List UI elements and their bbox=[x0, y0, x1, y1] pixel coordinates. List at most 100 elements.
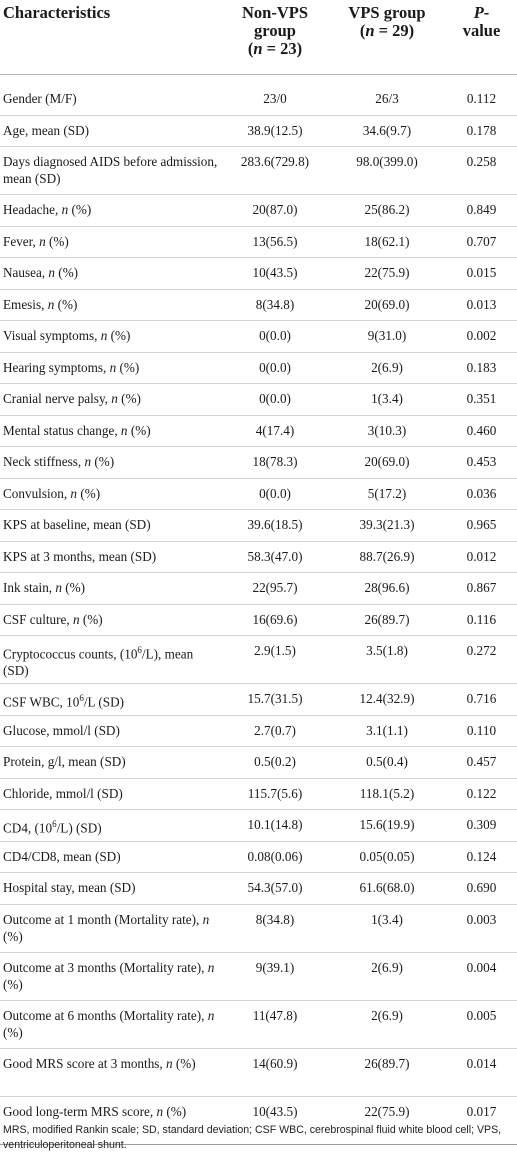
row-p-value: 0.110 bbox=[446, 715, 517, 747]
row-vps-value: 26(89.7) bbox=[328, 604, 446, 636]
row-characteristic: Visual symptoms, n (%) bbox=[0, 320, 222, 353]
row-non-vps-value: 11(47.8) bbox=[222, 1000, 328, 1049]
row-characteristic: Fever, n (%) bbox=[0, 226, 222, 258]
row-characteristic: KPS at baseline, mean (SD) bbox=[0, 509, 222, 542]
row-p-value: 0.124 bbox=[446, 841, 517, 873]
row-p-value: 0.003 bbox=[446, 904, 517, 953]
table-row: Glucose, mmol/l (SD) 2.7(0.7) 3.1(1.1) 0.11… bbox=[0, 715, 517, 747]
row-p-value: 0.460 bbox=[446, 415, 517, 447]
row-characteristic: CSF culture, n (%) bbox=[0, 604, 222, 636]
row-p-value: 0.012 bbox=[446, 541, 517, 573]
table-row: Chloride, mmol/l (SD) 115.7(5.6) 118.1(5.2… bbox=[0, 778, 517, 810]
row-vps-value: 22(75.9) bbox=[328, 257, 446, 290]
row-p-value: 0.457 bbox=[446, 746, 517, 779]
row-vps-value: 25(86.2) bbox=[328, 194, 446, 227]
row-vps-value: 0.05(0.05) bbox=[328, 841, 446, 873]
row-non-vps-value: 20(87.0) bbox=[222, 194, 328, 227]
header-non-vps-group: Non-VPS group (n = 23) bbox=[222, 0, 328, 75]
row-p-value: 0.258 bbox=[446, 146, 517, 195]
table-row: CSF culture, n (%) 16(69.6) 26(89.7) 0.116 bbox=[0, 604, 517, 636]
table-row: Convulsion, n (%) 0(0.0) 5(17.2) 0.036 bbox=[0, 478, 517, 510]
row-non-vps-value: 23/0 bbox=[222, 83, 328, 116]
row-vps-value: 3.1(1.1) bbox=[328, 715, 446, 747]
row-vps-value: 1(3.4) bbox=[328, 383, 446, 416]
row-vps-value: 12.4(32.9) bbox=[328, 683, 446, 716]
row-vps-value: 34.6(9.7) bbox=[328, 115, 446, 147]
row-non-vps-value: 283.6(729.8) bbox=[222, 146, 328, 195]
row-characteristic: Outcome at 6 months (Mortality rate), n … bbox=[0, 1000, 222, 1049]
row-non-vps-value: 0(0.0) bbox=[222, 352, 328, 384]
table-row: Protein, g/l, mean (SD) 0.5(0.2) 0.5(0.4) 0… bbox=[0, 746, 517, 779]
table-row: Fever, n (%) 13(56.5) 18(62.1) 0.707 bbox=[0, 226, 517, 258]
table-row: Age, mean (SD) 38.9(12.5) 34.6(9.7) 0.178 bbox=[0, 115, 517, 147]
row-non-vps-value: 0(0.0) bbox=[222, 478, 328, 510]
row-characteristic: Cranial nerve palsy, n (%) bbox=[0, 383, 222, 416]
row-p-value: 0.716 bbox=[446, 683, 517, 716]
row-vps-value: 1(3.4) bbox=[328, 904, 446, 953]
row-non-vps-value: 0.5(0.2) bbox=[222, 746, 328, 779]
row-characteristic: Glucose, mmol/l (SD) bbox=[0, 715, 222, 747]
row-characteristic: Neck stiffness, n (%) bbox=[0, 446, 222, 479]
row-characteristic: CSF WBC, 106/L (SD) bbox=[0, 683, 222, 716]
row-characteristic: CD4/CD8, mean (SD) bbox=[0, 841, 222, 873]
row-characteristic: Cryptococcus counts, (106/L), mean (SD) bbox=[0, 635, 222, 684]
row-p-value: 0.351 bbox=[446, 383, 517, 416]
row-characteristic: Gender (M/F) bbox=[0, 83, 222, 116]
header-characteristics: Characteristics bbox=[0, 0, 222, 75]
row-p-value: 0.690 bbox=[446, 872, 517, 905]
table-row: Outcome at 1 month (Mortality rate), n (… bbox=[0, 904, 517, 953]
row-vps-value: 88.7(26.9) bbox=[328, 541, 446, 573]
table-row: Cranial nerve palsy, n (%) 0(0.0) 1(3.4) 0.… bbox=[0, 383, 517, 416]
row-p-value: 0.453 bbox=[446, 446, 517, 479]
row-non-vps-value: 10(43.5) bbox=[222, 257, 328, 290]
row-characteristic: Hearing symptoms, n (%) bbox=[0, 352, 222, 384]
row-non-vps-value: 15.7(31.5) bbox=[222, 683, 328, 716]
header-p-value: P- value bbox=[446, 0, 517, 75]
row-p-value: 0.014 bbox=[446, 1048, 517, 1097]
row-vps-value: 22(75.9) bbox=[328, 1096, 446, 1145]
row-non-vps-value: 0(0.0) bbox=[222, 383, 328, 416]
table-body: Gender (M/F) 23/0 26/3 0.112 Age, mean (SD) 3… bbox=[0, 83, 517, 1145]
row-characteristic: Convulsion, n (%) bbox=[0, 478, 222, 510]
row-vps-value: 20(69.0) bbox=[328, 289, 446, 321]
table-row: Headache, n (%) 20(87.0) 25(86.2) 0.849 bbox=[0, 194, 517, 227]
row-non-vps-value: 0(0.0) bbox=[222, 320, 328, 353]
row-vps-value: 26/3 bbox=[328, 83, 446, 116]
table-row: Gender (M/F) 23/0 26/3 0.112 bbox=[0, 83, 517, 116]
table-row: Hospital stay, mean (SD) 54.3(57.0) 61.6(6… bbox=[0, 872, 517, 905]
row-non-vps-value: 18(78.3) bbox=[222, 446, 328, 479]
row-p-value: 0.272 bbox=[446, 635, 517, 684]
row-p-value: 0.867 bbox=[446, 572, 517, 605]
table-row: Outcome at 6 months (Mortality rate), n … bbox=[0, 1000, 517, 1049]
row-characteristic: Chloride, mmol/l (SD) bbox=[0, 778, 222, 810]
table-row: Visual symptoms, n (%) 0(0.0) 9(31.0) 0.002 bbox=[0, 320, 517, 353]
row-non-vps-value: 16(69.6) bbox=[222, 604, 328, 636]
row-vps-value: 18(62.1) bbox=[328, 226, 446, 258]
table-row: Days diagnosed AIDS before admission, me… bbox=[0, 146, 517, 195]
row-p-value: 0.183 bbox=[446, 352, 517, 384]
row-p-value: 0.036 bbox=[446, 478, 517, 510]
row-characteristic: Protein, g/l, mean (SD) bbox=[0, 746, 222, 779]
row-characteristic: Good long-term MRS score, n (%) bbox=[0, 1096, 222, 1145]
table-row: CSF WBC, 106/L (SD) 15.7(31.5) 12.4(32.9) 0… bbox=[0, 683, 517, 716]
table-row: Emesis, n (%) 8(34.8) 20(69.0) 0.013 bbox=[0, 289, 517, 321]
row-non-vps-value: 38.9(12.5) bbox=[222, 115, 328, 147]
row-vps-value: 2(6.9) bbox=[328, 352, 446, 384]
row-p-value: 0.002 bbox=[446, 320, 517, 353]
row-characteristic: Hospital stay, mean (SD) bbox=[0, 872, 222, 905]
table-row: Good long-term MRS score, n (%) 10(43.5) 2… bbox=[0, 1096, 517, 1145]
table-footnote: MRS, modified Rankin scale; SD, standard… bbox=[3, 1124, 502, 1151]
table-row: Nausea, n (%) 10(43.5) 22(75.9) 0.015 bbox=[0, 257, 517, 290]
row-non-vps-value: 10(43.5) bbox=[222, 1096, 328, 1145]
row-p-value: 0.178 bbox=[446, 115, 517, 147]
row-characteristic: Days diagnosed AIDS before admission, me… bbox=[0, 146, 222, 195]
row-p-value: 0.116 bbox=[446, 604, 517, 636]
row-characteristic: Mental status change, n (%) bbox=[0, 415, 222, 447]
row-p-value: 0.017 bbox=[446, 1096, 517, 1145]
row-p-value: 0.015 bbox=[446, 257, 517, 290]
row-p-value: 0.005 bbox=[446, 1000, 517, 1049]
row-non-vps-value: 10.1(14.8) bbox=[222, 809, 328, 842]
row-p-value: 0.112 bbox=[446, 83, 517, 116]
row-characteristic: CD4, (106/L) (SD) bbox=[0, 809, 222, 842]
row-characteristic: Age, mean (SD) bbox=[0, 115, 222, 147]
